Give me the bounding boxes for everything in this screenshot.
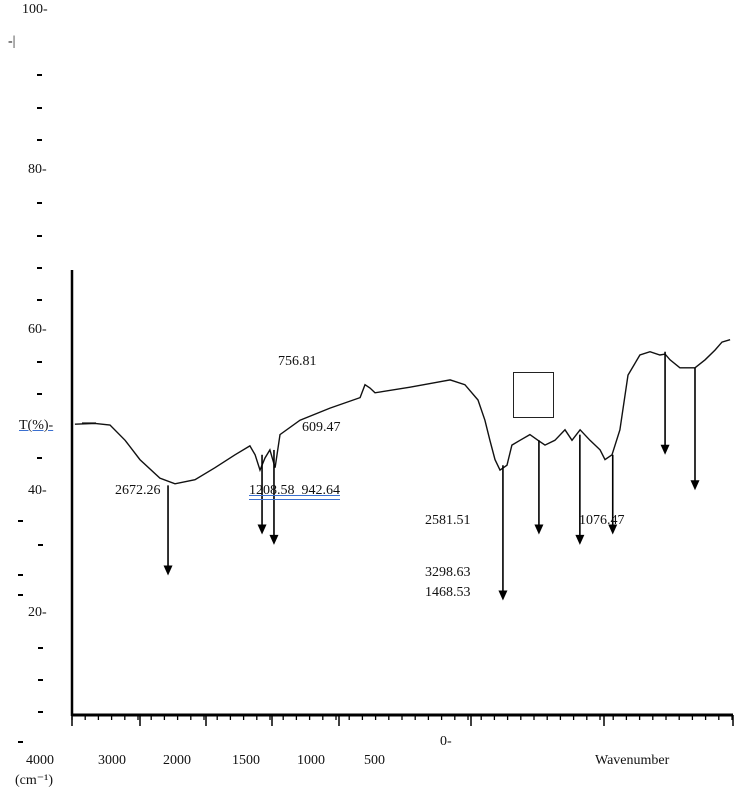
x-tick-label-1500: 1500 [232, 753, 260, 768]
y-axis-title-text: T(%)- [19, 418, 54, 433]
y-axis-title: T(%)- [19, 419, 53, 433]
peak-arrow-head [257, 524, 267, 535]
peak-label-609: 609.47 [302, 420, 341, 435]
peak-arrow-head [690, 480, 700, 491]
y-tick-label-60: 60- [28, 322, 47, 337]
peak-arrow-head [534, 524, 544, 535]
peak-arrow-head [660, 444, 670, 455]
x-tick-label-4000: 4000 [26, 753, 54, 768]
x-axis-unit: (cm⁻¹) [15, 773, 54, 788]
empty-annotation-box [513, 372, 554, 418]
x-tick-label-3000: 3000 [98, 753, 126, 768]
peak-arrow-head [575, 534, 585, 545]
peak-arrow-head [498, 590, 508, 601]
spectrum-line [74, 339, 731, 485]
y-tick-label-100: 100- [22, 2, 48, 17]
peak-label-1468: 1468.53 [425, 585, 471, 600]
x-tick-label-1000: 1000 [297, 753, 325, 768]
y-tick-label-80: 80- [28, 162, 47, 177]
peak-arrow-head [608, 524, 618, 535]
x-tick-label-500: 500 [364, 753, 385, 768]
peak-label-1076: 1076.47 [579, 513, 625, 528]
peak-arrow-head [269, 534, 279, 545]
y-tick-label-40: 40- [28, 483, 47, 498]
peak-label-2672: 2672.26 [115, 483, 161, 498]
peak-label-1208-942-text: 1208.58 942.64 [249, 483, 340, 500]
peak-label-2581: 2581.51 [425, 513, 471, 528]
peak-label-3298: 3298.63 [425, 565, 471, 580]
x-axis-title: Wavenumber [595, 753, 670, 768]
stray-mark: -| [8, 34, 16, 49]
x-tick-label-2000: 2000 [163, 753, 191, 768]
peak-label-756: 756.81 [278, 354, 317, 369]
y-tick-label-0: 0- [440, 734, 452, 749]
y-tick-label-20: 20- [28, 605, 47, 620]
peak-arrow-head [163, 565, 173, 576]
peak-label-1208-942: 1208.58 942.64 [249, 483, 340, 500]
